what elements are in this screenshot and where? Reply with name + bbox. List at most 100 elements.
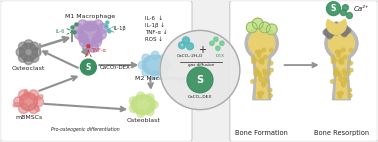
Circle shape [257, 71, 261, 75]
Circle shape [249, 30, 275, 56]
Text: CaCO₃-DEX: CaCO₃-DEX [188, 95, 212, 99]
Circle shape [88, 42, 98, 52]
Circle shape [254, 71, 257, 74]
Circle shape [340, 61, 344, 64]
Circle shape [91, 37, 101, 47]
Circle shape [263, 55, 267, 59]
Circle shape [108, 30, 111, 33]
Circle shape [341, 81, 345, 85]
Circle shape [87, 21, 97, 31]
Circle shape [341, 10, 346, 15]
Text: Bone Resorption: Bone Resorption [314, 130, 369, 136]
Circle shape [151, 51, 159, 59]
Text: IL-6: IL-6 [56, 29, 65, 34]
Circle shape [245, 27, 278, 60]
Circle shape [262, 48, 266, 52]
Circle shape [346, 13, 352, 18]
Circle shape [74, 29, 84, 39]
Text: TNF-α: TNF-α [91, 48, 106, 53]
Text: TNF-α ↓: TNF-α ↓ [145, 30, 168, 35]
Circle shape [258, 95, 262, 98]
Circle shape [262, 83, 265, 87]
Circle shape [342, 24, 347, 29]
Circle shape [268, 88, 272, 92]
Circle shape [334, 30, 339, 35]
Circle shape [30, 42, 39, 51]
Circle shape [150, 101, 158, 109]
Circle shape [183, 37, 189, 44]
Circle shape [337, 92, 341, 95]
Circle shape [330, 26, 335, 31]
Text: S: S [86, 62, 91, 72]
Circle shape [269, 94, 272, 97]
Circle shape [137, 109, 145, 117]
Circle shape [96, 29, 106, 39]
Circle shape [266, 24, 277, 35]
Text: CaCO₃-DEX: CaCO₃-DEX [99, 65, 130, 70]
Circle shape [30, 53, 39, 62]
Text: M1 Macrophage: M1 Macrophage [65, 14, 115, 19]
Circle shape [270, 68, 273, 72]
Circle shape [347, 72, 350, 75]
Circle shape [260, 58, 264, 61]
Circle shape [348, 88, 352, 92]
Circle shape [338, 28, 343, 33]
Circle shape [259, 22, 270, 33]
Ellipse shape [142, 55, 168, 75]
Circle shape [331, 30, 336, 35]
Circle shape [259, 78, 263, 81]
Circle shape [19, 42, 28, 51]
Circle shape [220, 41, 224, 45]
Circle shape [214, 37, 218, 41]
FancyBboxPatch shape [1, 1, 192, 141]
Wedge shape [327, 19, 346, 34]
Circle shape [339, 78, 342, 81]
Circle shape [137, 92, 145, 100]
Text: S: S [197, 75, 203, 85]
Polygon shape [252, 52, 271, 100]
Circle shape [259, 59, 263, 63]
Circle shape [160, 30, 240, 110]
Circle shape [160, 68, 168, 76]
Text: S: S [331, 4, 336, 13]
Text: Osteoblast: Osteoblast [126, 118, 160, 123]
Text: mBMSCs: mBMSCs [15, 115, 42, 120]
Circle shape [258, 50, 262, 54]
Circle shape [160, 54, 168, 62]
Circle shape [87, 45, 90, 48]
Circle shape [24, 40, 33, 49]
Circle shape [342, 69, 346, 73]
Text: Pro-osteogenic differentiation: Pro-osteogenic differentiation [51, 127, 120, 132]
Circle shape [19, 53, 28, 62]
Circle shape [73, 31, 76, 34]
Circle shape [338, 59, 342, 63]
Ellipse shape [13, 103, 20, 107]
Circle shape [178, 42, 186, 49]
Circle shape [337, 54, 341, 57]
Circle shape [146, 108, 154, 116]
Circle shape [210, 41, 214, 45]
Circle shape [262, 81, 265, 85]
Circle shape [327, 2, 341, 15]
Text: IL-1β: IL-1β [114, 26, 127, 31]
Circle shape [349, 48, 353, 52]
Circle shape [78, 33, 88, 43]
Circle shape [335, 50, 339, 54]
Polygon shape [256, 51, 268, 99]
Circle shape [338, 26, 343, 31]
Circle shape [106, 21, 109, 24]
Circle shape [253, 58, 257, 62]
Circle shape [79, 23, 101, 45]
Circle shape [258, 74, 262, 78]
Circle shape [29, 104, 39, 113]
Circle shape [338, 95, 341, 98]
Circle shape [252, 18, 263, 29]
Circle shape [254, 68, 258, 71]
Circle shape [343, 55, 347, 59]
Circle shape [251, 80, 254, 83]
Circle shape [138, 61, 146, 69]
Circle shape [142, 54, 150, 62]
Circle shape [29, 90, 39, 100]
Text: ROS ↓: ROS ↓ [145, 37, 163, 42]
Circle shape [71, 26, 74, 29]
